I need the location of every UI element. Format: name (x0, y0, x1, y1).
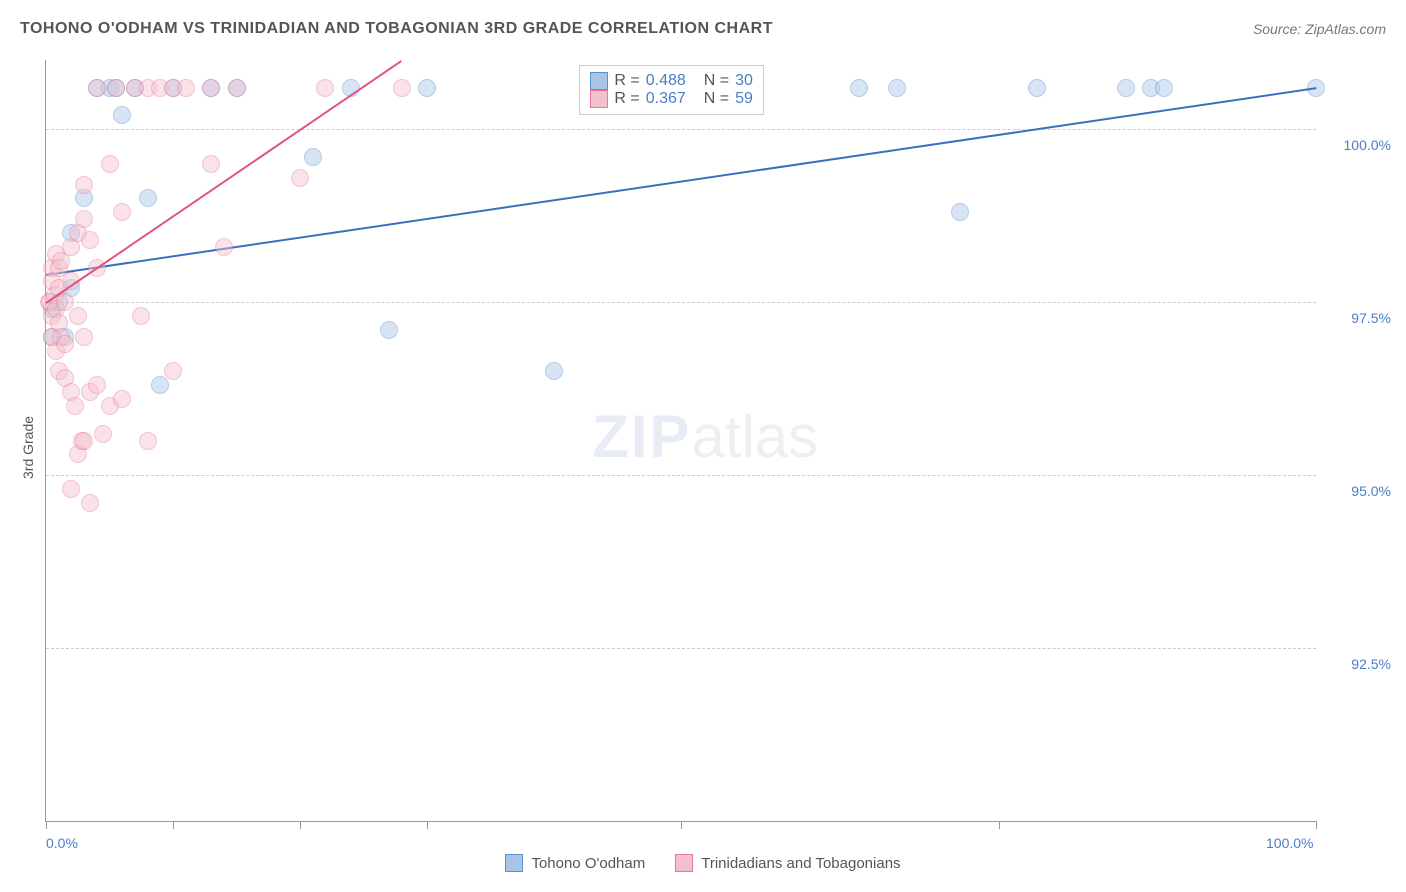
legend-n-value: 30 (735, 72, 753, 90)
legend-swatch (675, 854, 693, 872)
data-point (418, 79, 436, 97)
legend-swatch (590, 72, 608, 90)
legend-n-label: N = (704, 72, 729, 90)
data-point (139, 189, 157, 207)
legend-r-label: R = (614, 72, 639, 90)
x-tick (681, 821, 682, 829)
legend-swatch (505, 854, 523, 872)
watermark-atlas: atlas (691, 403, 818, 470)
chart-area: 3rd Grade ZIPatlas R = 0.488N = 30R = 0.… (45, 60, 1316, 822)
data-point (228, 79, 246, 97)
data-point (88, 376, 106, 394)
x-tick-label: 0.0% (46, 835, 78, 851)
trend-line (45, 60, 402, 304)
bottom-legend-label: Tohono O'odham (531, 855, 645, 872)
data-point (215, 238, 233, 256)
y-tick-label: 97.5% (1351, 310, 1391, 326)
bottom-legend-item: Tohono O'odham (505, 854, 645, 872)
gridline (46, 648, 1316, 649)
data-point (202, 155, 220, 173)
x-tick (173, 821, 174, 829)
data-point (66, 397, 84, 415)
data-point (380, 321, 398, 339)
stats-legend-box: R = 0.488 N = 30 R = 0.367 N = 59 (579, 65, 764, 115)
data-point (62, 480, 80, 498)
legend-n-value: 59 (735, 90, 753, 108)
data-point (202, 79, 220, 97)
legend-r-label: R = (614, 90, 639, 108)
data-point (850, 79, 868, 97)
data-point (291, 169, 309, 187)
x-tick-label: 100.0% (1266, 835, 1313, 851)
watermark: ZIPatlas (592, 402, 818, 471)
data-point (56, 335, 74, 353)
data-point (132, 307, 150, 325)
data-point (107, 79, 125, 97)
x-tick (999, 821, 1000, 829)
chart-source: Source: ZipAtlas.com (1253, 21, 1386, 37)
watermark-zip: ZIP (592, 403, 691, 470)
legend-r-value: 0.367 (646, 90, 686, 108)
data-point (101, 155, 119, 173)
legend-swatch (590, 90, 608, 108)
data-point (75, 328, 93, 346)
data-point (316, 79, 334, 97)
x-tick (300, 821, 301, 829)
data-point (951, 203, 969, 221)
data-point (113, 390, 131, 408)
y-axis-label: 3rd Grade (20, 416, 36, 479)
y-tick-label: 92.5% (1351, 656, 1391, 672)
chart-header: TOHONO O'ODHAM VS TRINIDADIAN AND TOBAGO… (20, 20, 1386, 38)
y-tick-label: 95.0% (1351, 483, 1391, 499)
bottom-legend-label: Trinidadians and Tobagonians (701, 855, 900, 872)
stats-legend-row: R = 0.367 N = 59 (590, 90, 753, 108)
data-point (139, 432, 157, 450)
data-point (151, 376, 169, 394)
gridline (46, 302, 1316, 303)
y-tick-label: 100.0% (1344, 137, 1391, 153)
plot-region: ZIPatlas R = 0.488N = 30R = 0.367N = 59 … (45, 60, 1316, 822)
stats-legend-row: R = 0.488 N = 30 (590, 72, 753, 90)
data-point (75, 176, 93, 194)
bottom-legend: Tohono O'odham Trinidadians and Tobagonia… (0, 854, 1406, 872)
bottom-legend-item: Trinidadians and Tobagonians (675, 854, 900, 872)
data-point (888, 79, 906, 97)
data-point (177, 79, 195, 97)
x-tick (427, 821, 428, 829)
data-point (393, 79, 411, 97)
gridline (46, 129, 1316, 130)
data-point (113, 203, 131, 221)
data-point (94, 425, 112, 443)
data-point (545, 362, 563, 380)
legend-r-value: 0.488 (646, 72, 686, 90)
gridline (46, 475, 1316, 476)
data-point (81, 494, 99, 512)
data-point (81, 231, 99, 249)
legend-n-label: N = (704, 90, 729, 108)
data-point (69, 307, 87, 325)
data-point (75, 210, 93, 228)
data-point (88, 79, 106, 97)
data-point (75, 432, 93, 450)
data-point (164, 362, 182, 380)
trend-line (46, 88, 1316, 277)
data-point (304, 148, 322, 166)
data-point (1117, 79, 1135, 97)
data-point (113, 106, 131, 124)
chart-title: TOHONO O'ODHAM VS TRINIDADIAN AND TOBAGO… (20, 20, 773, 38)
data-point (1155, 79, 1173, 97)
data-point (1028, 79, 1046, 97)
x-tick (1316, 821, 1317, 829)
x-tick (46, 821, 47, 829)
